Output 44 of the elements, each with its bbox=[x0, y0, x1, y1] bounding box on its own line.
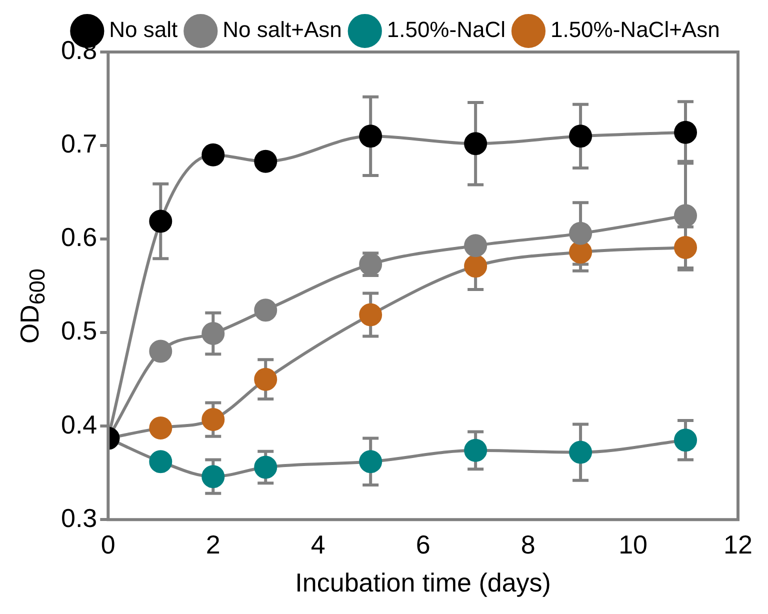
x-tick-label: 6 bbox=[416, 529, 430, 560]
x-axis-title: Incubation time (days) bbox=[295, 568, 551, 598]
point bbox=[569, 440, 592, 464]
point bbox=[254, 150, 278, 173]
x-tick-label: 2 bbox=[206, 529, 220, 560]
x-tick-label: 0 bbox=[100, 529, 116, 560]
point bbox=[254, 456, 278, 479]
point bbox=[254, 368, 278, 391]
y-tick-label: 0.4 bbox=[60, 409, 98, 440]
legend-label: No salt+Asn bbox=[222, 17, 342, 42]
legend-label: 1.50%-NaCl+Asn bbox=[550, 17, 720, 42]
point bbox=[359, 450, 382, 474]
point bbox=[202, 143, 225, 166]
point bbox=[202, 408, 225, 432]
point bbox=[149, 210, 172, 233]
y-tick-label: 0.3 bbox=[60, 502, 98, 533]
point bbox=[149, 450, 172, 474]
point bbox=[464, 254, 488, 278]
legend-label: No salt bbox=[109, 17, 178, 42]
point bbox=[464, 234, 488, 258]
point bbox=[202, 465, 225, 488]
point bbox=[464, 438, 488, 462]
y-tick-label: 0.7 bbox=[60, 128, 98, 159]
point bbox=[569, 240, 592, 264]
point bbox=[254, 298, 278, 322]
point bbox=[674, 120, 698, 144]
legend-label: 1.50%-NaCl bbox=[386, 17, 506, 42]
point bbox=[202, 322, 225, 345]
point bbox=[569, 124, 592, 148]
point bbox=[359, 303, 382, 326]
y-tick-label: 0.5 bbox=[60, 316, 98, 346]
point bbox=[674, 204, 698, 228]
x-tick-label: 10 bbox=[618, 529, 648, 560]
x-tick-label: 8 bbox=[520, 529, 536, 560]
point bbox=[674, 236, 698, 259]
point bbox=[674, 428, 698, 452]
x-tick-label: 12 bbox=[724, 529, 752, 560]
point bbox=[149, 340, 172, 363]
point bbox=[569, 222, 592, 245]
point bbox=[149, 416, 172, 440]
point bbox=[464, 132, 488, 156]
y-tick-label: 0.6 bbox=[60, 222, 98, 252]
x-tick-label: 4 bbox=[310, 529, 326, 560]
point bbox=[359, 124, 382, 148]
